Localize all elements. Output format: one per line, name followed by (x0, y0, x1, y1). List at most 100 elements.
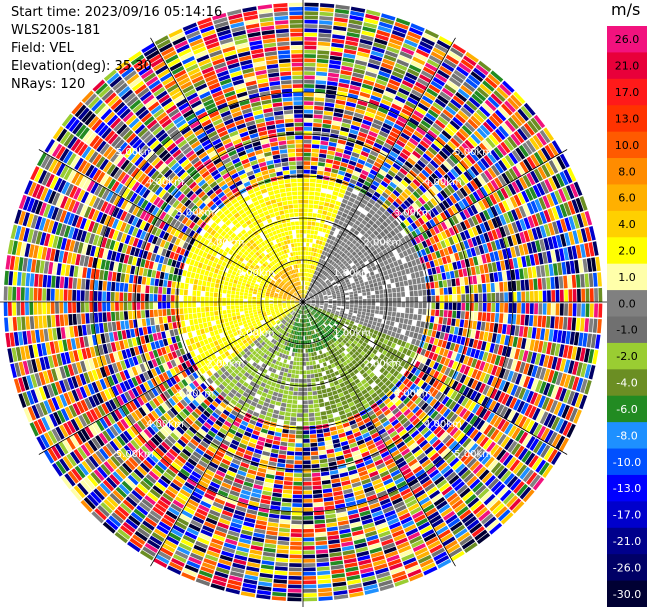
radar-gate-cell (328, 181, 336, 187)
radar-gate-cell (290, 28, 303, 33)
radar-gate-cell (443, 287, 448, 295)
radar-gate-cell (414, 236, 421, 244)
radar-gate-cell (378, 285, 383, 290)
radar-gate-cell (572, 230, 580, 245)
radar-gate-cell (480, 172, 490, 183)
radar-gate-cell (76, 302, 81, 313)
radar-gate-cell (396, 59, 410, 68)
radar-gate-cell (363, 232, 370, 239)
radar-gate-cell (305, 290, 307, 294)
radar-gate-cell (304, 272, 307, 277)
radar-gate-cell (536, 265, 542, 278)
radar-gate-cell (204, 327, 210, 334)
radar-gate-cell (208, 271, 214, 278)
radar-gate-cell (334, 286, 339, 290)
radar-gate-cell (306, 242, 310, 247)
radar-gate-cell (448, 76, 462, 88)
radar-gate-cell (297, 247, 301, 251)
radar-gate-cell (310, 251, 314, 256)
radar-gate-cell (320, 269, 324, 274)
radar-gate-cell (400, 286, 405, 292)
radar-gate-cell (539, 239, 546, 252)
radar-gate-cell (116, 272, 121, 282)
radar-gate-cell (327, 243, 332, 249)
radar-gate-cell (328, 276, 333, 281)
radar-gate-cell (286, 239, 291, 244)
radar-gate-cell (529, 254, 536, 266)
radar-gate-cell (467, 74, 481, 86)
radar-gate-cell (311, 300, 316, 302)
radar-gate-cell (8, 271, 14, 286)
radar-gate-cell (396, 224, 404, 232)
radar-gate-cell (362, 119, 372, 126)
radar-gate-cell (433, 225, 440, 234)
radar-gate-cell (490, 93, 503, 106)
radar-gate-cell (7, 302, 12, 316)
radar-gate-cell (306, 264, 309, 269)
radar-gate-cell (547, 290, 551, 302)
radar-gate-cell (370, 150, 379, 157)
radar-gate-cell (279, 62, 291, 68)
radar-gate-cell (478, 60, 492, 73)
radar-gate-cell (352, 147, 362, 154)
radar-gate-cell (290, 178, 297, 183)
radar-gate-cell (311, 247, 315, 252)
radar-gate-cell (453, 69, 467, 81)
radar-gate-cell (272, 185, 279, 191)
radar-gate-cell (421, 240, 428, 248)
radar-gate-cell (509, 196, 518, 208)
radar-gate-cell (303, 156, 311, 161)
radar-gate-cell (432, 243, 439, 252)
radar-gate-cell (386, 232, 393, 240)
radar-gate-cell (576, 213, 584, 228)
radar-gate-cell (319, 196, 326, 202)
radar-gate-cell (456, 260, 462, 270)
radar-gate-cell (361, 219, 368, 226)
radar-gate-cell (383, 90, 396, 99)
radar-gate-cell (248, 296, 252, 300)
radar-gate-cell (379, 293, 384, 298)
radar-gate-cell (315, 266, 319, 271)
radar-gate-cell (303, 221, 308, 225)
radar-gate-cell (304, 19, 318, 24)
radar-gate-cell (405, 35, 420, 44)
radar-gate-cell (361, 198, 369, 205)
radar-gate-cell (286, 140, 295, 145)
radar-gate-cell (463, 229, 471, 240)
radar-gate-cell (141, 310, 146, 319)
radar-gate-cell (513, 194, 522, 207)
radar-gate-cell (136, 293, 141, 302)
radar-gate-cell (326, 85, 338, 91)
radar-gate-cell (303, 216, 308, 221)
radar-gate-cell (397, 205, 405, 214)
radar-gate-cell (308, 292, 312, 296)
radar-gate-cell (268, 72, 280, 78)
radar-gate-cell (522, 204, 531, 216)
radar-gate-cell (501, 122, 513, 135)
radar-gate-cell (379, 261, 385, 268)
radar-gate-cell (166, 287, 171, 295)
radar-gate-cell (163, 323, 169, 331)
radar-gate-cell (373, 243, 379, 250)
radar-gate-cell (375, 294, 380, 299)
radar-gate-cell (344, 262, 350, 267)
radar-gate-cell (410, 272, 416, 279)
radar-gate-cell (86, 324, 92, 335)
radar-gate-cell (568, 216, 576, 230)
radar-gate-cell (154, 278, 160, 287)
radar-gate-cell (308, 292, 311, 296)
radar-gate-cell (188, 307, 193, 314)
radar-gate-cell (478, 244, 485, 255)
radar-gate-cell (198, 323, 204, 330)
radar-gate-cell (270, 199, 277, 205)
radar-gate-cell (289, 11, 303, 16)
radar-gate-cell (504, 259, 510, 270)
radar-gate-cell (305, 251, 309, 256)
radar-gate-cell (304, 28, 318, 33)
radar-gate-cell (328, 64, 341, 70)
radar-gate-cell (264, 116, 275, 122)
radar-gate-cell (524, 279, 530, 291)
radar-gate-cell (309, 293, 313, 297)
radar-gate-cell (285, 187, 292, 192)
radar-gate-cell (477, 200, 486, 211)
